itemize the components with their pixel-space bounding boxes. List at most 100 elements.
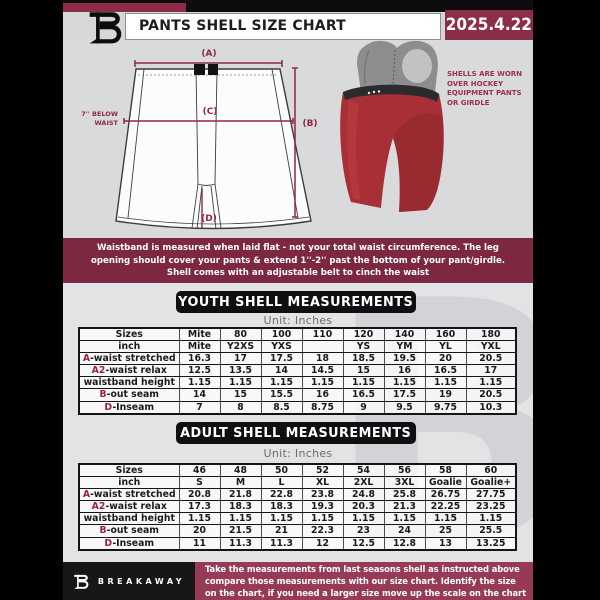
youth-measurements-table: Sizes Mite 80 100 110 120 140 160 180 inch Mite Y2… <box>78 327 517 415</box>
breakaway-logo-icon <box>89 12 122 44</box>
table-row: inch Mite Y2XS YXS YS YM YL YXL <box>78 340 517 354</box>
table-cell: 1.15 <box>219 512 262 526</box>
table-cell: 10.3 <box>465 400 517 415</box>
table-cell: 2XL <box>342 476 385 490</box>
table-cell: 1.15 <box>260 376 303 390</box>
table-cell: 14.5 <box>301 364 344 378</box>
table-cell: 110 <box>301 327 344 342</box>
table-cell: 11.3 <box>219 536 262 551</box>
row-label: Sizes <box>78 327 180 342</box>
table-cell: 18.3 <box>219 500 262 514</box>
shell-note-line: OR GIRDLE <box>447 98 490 107</box>
table-cell: 50 <box>260 463 303 478</box>
table-cell: 1.15 <box>465 376 517 390</box>
measure-label-d: (D) <box>201 214 217 224</box>
table-row: B-out seam 20 21.5 21 22.3 23 24 25 25.5 <box>78 524 517 538</box>
table-cell: 19.3 <box>301 500 344 514</box>
table-cell: 13.5 <box>219 364 262 378</box>
table-cell: 80 <box>219 327 262 342</box>
table-cell: 12.5 <box>342 536 385 551</box>
table-row: Sizes Mite 80 100 110 120 140 160 180 <box>78 327 517 342</box>
table-cell: 140 <box>383 327 426 342</box>
table-cell: 17.5 <box>260 352 303 366</box>
table-cell: 1.15 <box>424 376 467 390</box>
table-cell: 20.3 <box>342 500 385 514</box>
page-title: PANTS SHELL SIZE CHART <box>125 13 441 40</box>
table-cell: 22.3 <box>301 524 344 538</box>
row-label: A2-waist relax <box>78 364 180 378</box>
table-cell: 9.75 <box>424 400 467 415</box>
table-cell: YXL <box>465 340 517 354</box>
breakaway-footer-logo-icon <box>74 574 89 589</box>
table-cell: 13 <box>424 536 467 551</box>
footer-note-line: Take the measurements from last seasons … <box>205 564 520 574</box>
table-cell: 1.15 <box>342 512 385 526</box>
table-cell: 23 <box>342 524 385 538</box>
info-banner-line: Shell comes with an adjustable belt to c… <box>166 268 430 278</box>
table-cell: 1.15 <box>301 512 344 526</box>
table-cell: Y2XS <box>219 340 262 354</box>
row-label: inch <box>78 340 180 354</box>
table-cell: 14 <box>260 364 303 378</box>
row-label: A-waist stretched <box>78 352 180 366</box>
table-cell: 160 <box>424 327 467 342</box>
shell-photo <box>340 40 444 212</box>
brand-name: BREAKAWAY <box>97 576 186 586</box>
pants-diagram <box>115 60 312 230</box>
table-cell: 1.15 <box>178 376 221 390</box>
table-row: A-waist stretched 20.8 21.8 22.8 23.8 24.8 25.… <box>78 488 517 502</box>
table-cell: 16.5 <box>342 388 385 402</box>
table-cell: 17.3 <box>178 500 221 514</box>
row-label: D-Inseam <box>78 536 180 551</box>
table-cell: 20.5 <box>465 352 517 366</box>
measure-label-a: (A) <box>201 49 217 59</box>
table-cell: 8.5 <box>260 400 303 415</box>
table-cell: 20 <box>424 352 467 366</box>
table-cell: 20 <box>178 524 221 538</box>
info-banner-line: opening should cover your pants & extend… <box>90 255 506 266</box>
table-cell: 23.25 <box>465 500 517 514</box>
table-row: Sizes 46 48 50 52 54 56 58 60 <box>78 463 517 478</box>
row-label: A-waist stretched <box>78 488 180 502</box>
table-cell: 18.5 <box>342 352 385 366</box>
table-cell: 25.8 <box>383 488 426 502</box>
table-cell: 8 <box>219 400 262 415</box>
table-cell: 20.5 <box>465 388 517 402</box>
row-label: B-out seam <box>78 388 180 402</box>
adult-unit-label: Unit: Inches <box>263 447 333 460</box>
table-cell: 22.25 <box>424 500 467 514</box>
table-row: D-Inseam 7 8 8.5 8.75 9 9.5 9.75 10.3 <box>78 400 517 415</box>
waist-note: 7'' BELOW WAIST <box>71 110 118 127</box>
shell-note: SHELLS ARE WORN OVER HOCKEY EQUIPMENT PA… <box>447 70 525 108</box>
footer-note-panel: Take the measurements from last seasons … <box>195 562 533 600</box>
table-cell: 21.3 <box>383 500 426 514</box>
waist-note-line1: 7'' BELOW <box>81 110 118 118</box>
adult-heading: ADULT SHELL MEASUREMENTS <box>176 422 416 444</box>
table-cell: 9.5 <box>383 400 426 415</box>
table-cell: 1.15 <box>219 376 262 390</box>
table-cell: 56 <box>383 463 426 478</box>
table-cell: S <box>178 476 221 490</box>
table-cell: 11 <box>178 536 221 551</box>
table-cell: 1.15 <box>465 512 517 526</box>
shell-note-line: OVER HOCKEY <box>447 79 504 88</box>
table-cell: 54 <box>342 463 385 478</box>
table-cell: 24 <box>383 524 426 538</box>
waist-note-line2: WAIST <box>94 118 118 127</box>
youth-heading: YOUTH SHELL MEASUREMENTS <box>176 291 416 313</box>
table-row: D-Inseam 11 11.3 11.3 12 12.5 12.8 13 13.25 <box>78 536 517 551</box>
table-cell: 16.3 <box>178 352 221 366</box>
row-label: A2-waist relax <box>78 500 180 514</box>
table-cell: 1.15 <box>301 376 344 390</box>
size-chart-page: PANTS SHELL SIZE CHART 2025.4.22 (A) (C)… <box>63 0 533 600</box>
table-cell: YS <box>342 340 385 354</box>
shell-note-line: EQUIPMENT PANTS <box>447 89 522 97</box>
date-text: 2025.4.22 <box>445 15 533 35</box>
table-cell: 16 <box>383 364 426 378</box>
table-cell: L <box>260 476 303 490</box>
table-row: inch S M L XL 2XL 3XL Goalie Goalie+ <box>78 476 517 490</box>
table-cell: Mite <box>178 327 221 342</box>
table-cell: 19.5 <box>383 352 426 366</box>
table-cell: 17.5 <box>383 388 426 402</box>
table-cell: 120 <box>342 327 385 342</box>
